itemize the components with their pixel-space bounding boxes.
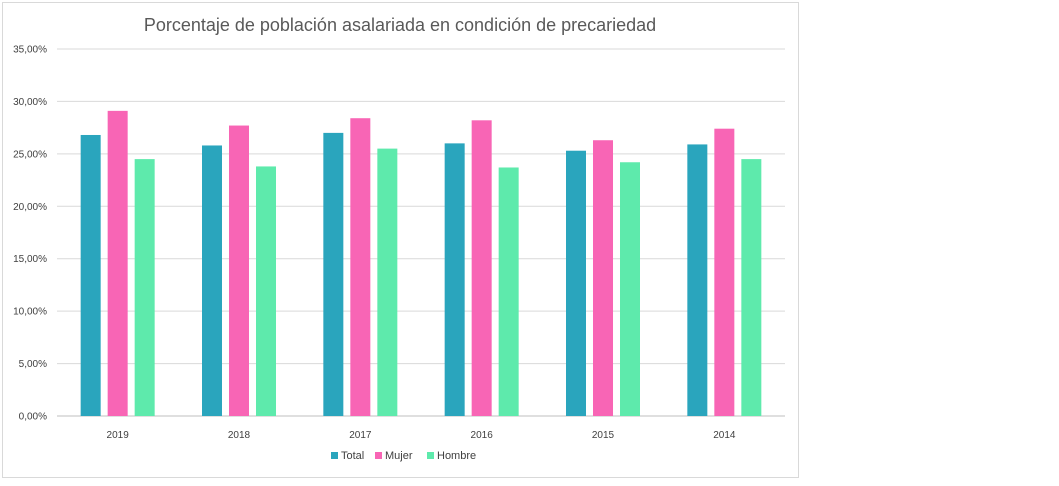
- y-tick-label: 20,00%: [13, 202, 47, 213]
- bar-mujer-2017: [350, 118, 371, 416]
- x-axis-ticks: 2019 2018 2017 2016 2015 2014: [107, 430, 736, 441]
- chart-title: Porcentaje de población asalariada en co…: [144, 15, 656, 35]
- y-tick-label: 35,00%: [13, 45, 47, 56]
- legend-swatch-hombre: [427, 452, 434, 459]
- x-tick-label: 2015: [592, 430, 615, 441]
- legend-label-mujer: Mujer: [385, 450, 413, 462]
- chart-area: Porcentaje de población asalariada en co…: [2, 2, 799, 478]
- bar-total-2018: [202, 145, 222, 416]
- bar-mujer-2016: [471, 120, 492, 416]
- bar-mujer-2014: [714, 128, 735, 416]
- legend-swatch-mujer: [375, 452, 382, 459]
- x-tick-label: 2018: [228, 430, 251, 441]
- legend-label-total: Total: [341, 450, 364, 462]
- bar-hombre-2017: [377, 148, 398, 416]
- bar-mujer-2018: [229, 125, 249, 416]
- x-tick-label: 2017: [349, 430, 372, 441]
- y-tick-label: 10,00%: [13, 307, 47, 318]
- gridlines: [57, 48, 785, 417]
- bar-total-2019: [80, 134, 101, 417]
- y-tick-label: 0,00%: [19, 412, 47, 423]
- y-axis-ticks: 0,00% 5,00% 10,00% 15,00% 20,00% 25,00% 30,00%…: [13, 45, 47, 423]
- x-tick-label: 2016: [471, 430, 494, 441]
- bar-total-2016: [444, 143, 465, 416]
- bar-hombre-2016: [498, 167, 519, 416]
- bar-total-2014: [687, 144, 708, 417]
- x-tick-label: 2019: [107, 430, 130, 441]
- bar-hombre-2018: [256, 166, 276, 416]
- bar-total-2015: [566, 150, 586, 416]
- y-tick-label: 30,00%: [13, 97, 47, 108]
- bar-hombre-2014: [741, 159, 762, 416]
- bar-chart: Porcentaje de población asalariada en co…: [13, 15, 785, 462]
- legend-swatch-total: [331, 452, 338, 459]
- legend-label-hombre: Hombre: [437, 450, 476, 462]
- bar-hombre-2019: [134, 159, 155, 416]
- bar-mujer-2019: [107, 110, 128, 416]
- y-tick-label: 5,00%: [19, 359, 47, 370]
- bar-total-2017: [323, 132, 344, 416]
- bars: [80, 110, 762, 417]
- y-tick-label: 15,00%: [13, 254, 47, 265]
- legend: Total Mujer Hombre: [331, 450, 476, 462]
- bar-hombre-2015: [620, 162, 640, 416]
- y-tick-label: 25,00%: [13, 149, 47, 160]
- x-tick-label: 2014: [713, 430, 736, 441]
- bar-mujer-2015: [593, 140, 613, 416]
